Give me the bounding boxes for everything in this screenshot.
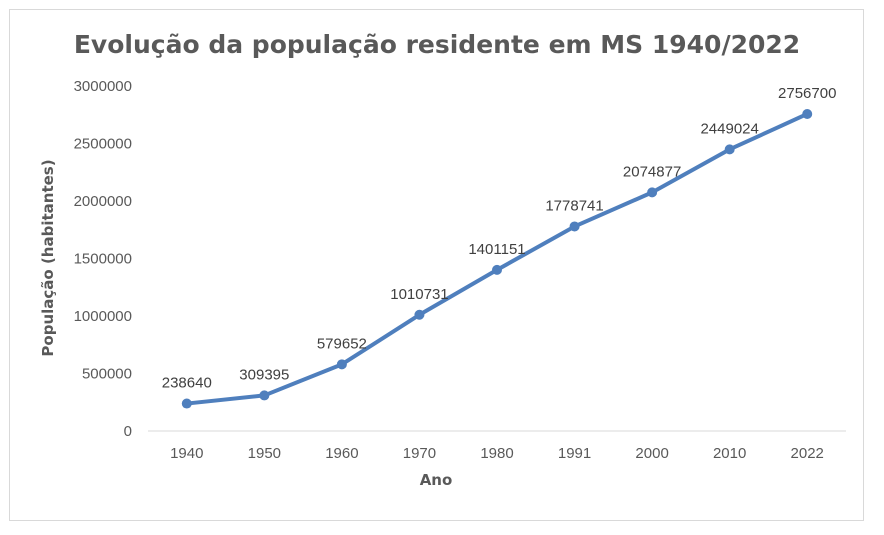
data-label: 2074877	[623, 163, 681, 180]
x-axis-title: Ano	[420, 471, 453, 489]
series-line	[184, 111, 810, 406]
data-label: 309395	[239, 366, 289, 383]
y-tick-label: 1500000	[74, 251, 132, 268]
y-tick-label: 2500000	[74, 136, 132, 153]
y-axis-ticks: 0 500000 1000000 1500000 2000000 2500000 30000…	[74, 78, 132, 440]
x-tick-label: 2000	[635, 445, 668, 462]
data-label: 1401151	[468, 241, 525, 258]
x-tick-label: 1970	[403, 445, 436, 462]
data-label: 238640	[162, 375, 212, 392]
chart-title: Evolução da população residente em MS 19…	[74, 30, 800, 59]
data-label: 2756700	[778, 85, 836, 102]
x-tick-label: 2010	[713, 445, 746, 462]
x-tick-label: 1991	[558, 445, 591, 462]
y-tick-label: 0	[124, 423, 132, 440]
x-tick-label: 1980	[480, 445, 513, 462]
data-point	[724, 144, 735, 155]
y-tick-label: 3000000	[74, 78, 132, 95]
data-point	[414, 309, 425, 320]
x-tick-label: 2022	[791, 445, 824, 462]
data-label: 2449024	[700, 120, 758, 137]
y-axis-title: População (habitantes)	[39, 159, 57, 356]
chart-frame	[9, 9, 864, 521]
x-tick-label: 1960	[325, 445, 358, 462]
data-labels: 238640 309395 579652 1010731 1401151 1778741 2…	[162, 85, 837, 392]
data-points	[181, 108, 813, 409]
x-tick-label: 1940	[170, 445, 203, 462]
data-point	[181, 398, 192, 409]
data-point	[647, 187, 658, 198]
data-point	[569, 221, 580, 232]
data-point	[259, 390, 270, 401]
data-label: 579652	[317, 335, 367, 352]
data-label: 1010731	[390, 286, 448, 303]
data-point	[492, 264, 502, 275]
data-point	[336, 359, 347, 370]
data-point	[802, 108, 813, 119]
y-tick-label: 2000000	[74, 193, 132, 210]
x-tick-label: 1950	[248, 445, 281, 462]
y-tick-label: 500000	[82, 366, 132, 383]
data-label: 1778741	[545, 197, 603, 214]
x-axis-ticks: 1940 1950 1960 1970 1980 1991 2000 2010 2022	[170, 445, 824, 462]
y-tick-label: 1000000	[74, 308, 132, 325]
